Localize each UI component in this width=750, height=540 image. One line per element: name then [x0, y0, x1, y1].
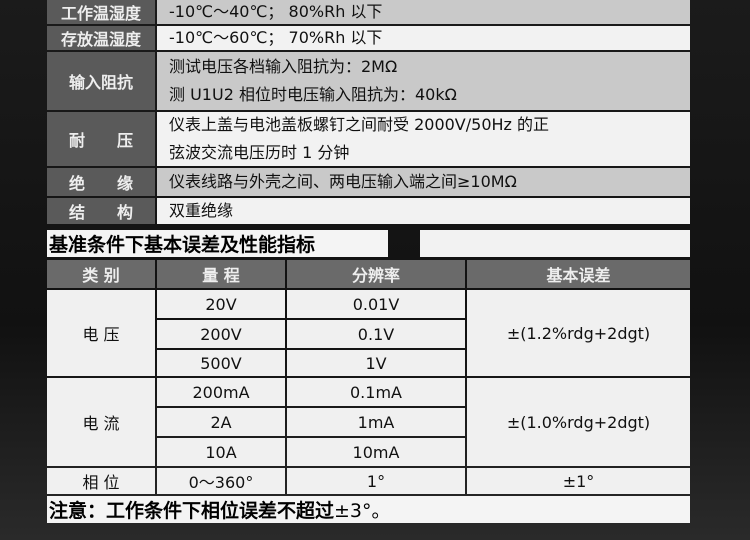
spec-label: 工作温湿度	[47, 0, 155, 24]
spec-line: 弦波交流电压历时 1 分钟	[169, 143, 350, 162]
table-header: 分辨率	[287, 260, 465, 288]
error-cell: ±1°	[467, 468, 690, 494]
note-value: ±3°。	[334, 500, 391, 522]
category-cell: 电 压	[47, 290, 155, 376]
error-cell: ±(1.0%rdg+2dgt)	[467, 378, 690, 466]
error-cell: ±(1.2%rdg+2dgt)	[467, 290, 690, 376]
spec-label: 绝 缘	[47, 168, 155, 196]
range-cell: 200V	[157, 320, 285, 348]
table-header: 量 程	[157, 260, 285, 288]
spec-line: 双重绝缘	[169, 201, 234, 220]
spec-value: 仪表线路与外壳之间、两电压输入端之间≥10MΩ	[157, 168, 690, 196]
spec-value: -10℃～40℃； 80%Rh 以下	[157, 0, 690, 24]
spec-line: 测试电压各档输入阻抗为：2MΩ	[169, 57, 398, 76]
table-header: 类 别	[47, 260, 155, 288]
range-cell: 10A	[157, 438, 285, 466]
note: 注意：工作条件下相位误差不超过 ±3°。	[47, 496, 690, 523]
spec-label: 结 构	[47, 198, 155, 224]
spec-value: 双重绝缘	[157, 198, 690, 224]
table-header: 基本误差	[467, 260, 690, 288]
spec-label: 输入阻抗	[47, 52, 155, 110]
resolution-cell: 0.1V	[287, 320, 465, 348]
range-cell: 0～360°	[157, 468, 285, 494]
blank-box	[420, 230, 690, 257]
section-title: 基准条件下基本误差及性能指标	[47, 230, 388, 257]
resolution-cell: 1°	[287, 468, 465, 494]
spec-label: 耐 压	[47, 112, 155, 166]
spec-line: -10℃～40℃； 80%Rh 以下	[169, 2, 383, 21]
category-cell: 电 流	[47, 378, 155, 466]
spec-line: 仪表线路与外壳之间、两电压输入端之间≥10MΩ	[169, 172, 517, 191]
spec-value: 测试电压各档输入阻抗为：2MΩ 测 U1U2 相位时电压输入阻抗为：40kΩ	[157, 52, 690, 110]
spec-value: 仪表上盖与电池盖板螺钉之间耐受 2000V/50Hz 的正 弦波交流电压历时 1 …	[157, 112, 690, 166]
note-bold: 注意：工作条件下相位误差不超过	[49, 500, 335, 522]
category-cell: 相 位	[47, 468, 155, 494]
spec-line: 仪表上盖与电池盖板螺钉之间耐受 2000V/50Hz 的正	[169, 115, 550, 134]
spec-value: -10℃～60℃； 70%Rh 以下	[157, 26, 690, 50]
resolution-cell: 0.1mA	[287, 378, 465, 406]
range-cell: 20V	[157, 290, 285, 318]
resolution-cell: 0.01V	[287, 290, 465, 318]
spec-label: 存放温湿度	[47, 26, 155, 50]
range-cell: 2A	[157, 408, 285, 436]
spec-line: -10℃～60℃； 70%Rh 以下	[169, 28, 383, 47]
spec-line: 测 U1U2 相位时电压输入阻抗为：40kΩ	[169, 85, 457, 104]
resolution-cell: 10mA	[287, 438, 465, 466]
resolution-cell: 1V	[287, 350, 465, 376]
resolution-cell: 1mA	[287, 408, 465, 436]
range-cell: 500V	[157, 350, 285, 376]
range-cell: 200mA	[157, 378, 285, 406]
